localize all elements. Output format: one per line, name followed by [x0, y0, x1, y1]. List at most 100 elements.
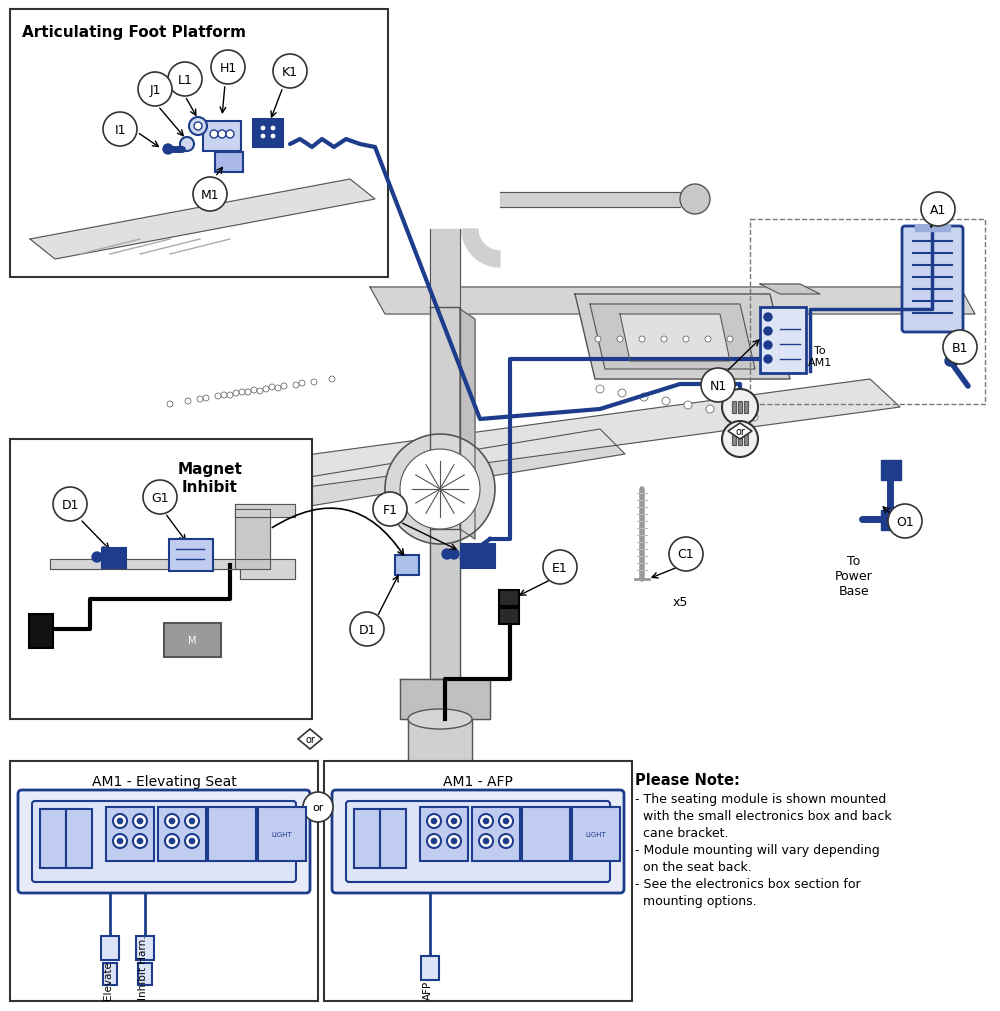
Circle shape: [211, 51, 245, 85]
Circle shape: [479, 814, 493, 828]
Circle shape: [227, 392, 233, 398]
Circle shape: [479, 834, 493, 848]
Polygon shape: [460, 309, 475, 540]
Circle shape: [722, 422, 758, 458]
FancyBboxPatch shape: [40, 809, 66, 868]
Text: cane bracket.: cane bracket.: [635, 826, 728, 839]
Text: I1: I1: [114, 123, 126, 136]
Circle shape: [117, 838, 123, 844]
Circle shape: [167, 401, 173, 407]
Circle shape: [180, 137, 194, 152]
Circle shape: [449, 549, 459, 559]
Circle shape: [427, 814, 441, 828]
Text: or: or: [735, 427, 745, 437]
Circle shape: [261, 126, 265, 130]
Circle shape: [764, 356, 772, 364]
FancyBboxPatch shape: [346, 801, 610, 883]
Circle shape: [617, 337, 623, 343]
FancyBboxPatch shape: [732, 434, 736, 446]
Circle shape: [705, 337, 711, 343]
Circle shape: [299, 380, 305, 386]
FancyBboxPatch shape: [499, 590, 519, 607]
Circle shape: [451, 838, 457, 844]
Circle shape: [431, 818, 437, 824]
FancyBboxPatch shape: [732, 401, 736, 413]
Circle shape: [271, 134, 275, 139]
FancyBboxPatch shape: [253, 120, 283, 148]
FancyBboxPatch shape: [472, 807, 520, 861]
Circle shape: [728, 409, 736, 418]
Circle shape: [203, 395, 209, 401]
Circle shape: [483, 818, 489, 824]
Text: - Module mounting will vary depending: - Module mounting will vary depending: [635, 843, 880, 856]
FancyBboxPatch shape: [101, 936, 119, 960]
Circle shape: [185, 398, 191, 404]
FancyBboxPatch shape: [461, 545, 495, 568]
Circle shape: [168, 63, 202, 97]
Text: or: or: [305, 734, 315, 744]
Text: AM1 - Elevating Seat: AM1 - Elevating Seat: [92, 774, 236, 789]
Circle shape: [662, 397, 670, 405]
Circle shape: [431, 838, 437, 844]
Polygon shape: [298, 729, 322, 749]
Circle shape: [640, 393, 648, 401]
Circle shape: [221, 392, 227, 398]
Polygon shape: [235, 510, 270, 569]
Circle shape: [945, 357, 955, 367]
Text: M: M: [188, 635, 196, 645]
FancyBboxPatch shape: [902, 226, 963, 333]
Circle shape: [245, 389, 251, 395]
Circle shape: [427, 834, 441, 848]
FancyBboxPatch shape: [29, 615, 53, 648]
FancyBboxPatch shape: [738, 434, 742, 446]
Polygon shape: [620, 314, 730, 362]
Text: AFP: AFP: [423, 980, 433, 999]
Circle shape: [943, 331, 977, 365]
Circle shape: [163, 145, 173, 155]
Text: Magnet: Magnet: [178, 462, 242, 476]
Text: L1: L1: [178, 74, 192, 86]
Circle shape: [329, 377, 335, 382]
Circle shape: [197, 396, 203, 402]
Circle shape: [263, 386, 269, 392]
FancyBboxPatch shape: [138, 963, 152, 985]
Circle shape: [185, 834, 199, 848]
Circle shape: [137, 838, 143, 844]
Ellipse shape: [408, 710, 472, 729]
FancyBboxPatch shape: [10, 761, 318, 1001]
FancyBboxPatch shape: [18, 791, 310, 893]
Circle shape: [373, 492, 407, 527]
Polygon shape: [915, 225, 950, 232]
FancyBboxPatch shape: [258, 807, 306, 861]
FancyBboxPatch shape: [380, 809, 406, 868]
Circle shape: [483, 838, 489, 844]
Polygon shape: [370, 288, 975, 314]
Circle shape: [113, 814, 127, 828]
Text: F1: F1: [383, 503, 398, 516]
Circle shape: [888, 504, 922, 539]
Circle shape: [400, 450, 480, 530]
Circle shape: [239, 389, 245, 395]
Circle shape: [596, 385, 604, 393]
Text: mounting options.: mounting options.: [635, 894, 757, 907]
Polygon shape: [55, 489, 85, 530]
Circle shape: [53, 487, 87, 522]
Circle shape: [764, 313, 772, 321]
FancyBboxPatch shape: [10, 10, 388, 278]
Circle shape: [683, 337, 689, 343]
Circle shape: [661, 337, 667, 343]
Text: G1: G1: [151, 491, 169, 504]
FancyBboxPatch shape: [136, 936, 154, 960]
FancyBboxPatch shape: [324, 761, 632, 1001]
FancyBboxPatch shape: [102, 548, 126, 568]
Circle shape: [185, 814, 199, 828]
Polygon shape: [728, 424, 752, 440]
FancyBboxPatch shape: [420, 807, 468, 861]
FancyBboxPatch shape: [760, 307, 806, 374]
Circle shape: [701, 369, 735, 402]
Circle shape: [257, 388, 263, 394]
Circle shape: [503, 838, 509, 844]
FancyBboxPatch shape: [522, 807, 570, 861]
Text: D1: D1: [358, 623, 376, 636]
Text: - The seating module is shown mounted: - The seating module is shown mounted: [635, 793, 886, 805]
